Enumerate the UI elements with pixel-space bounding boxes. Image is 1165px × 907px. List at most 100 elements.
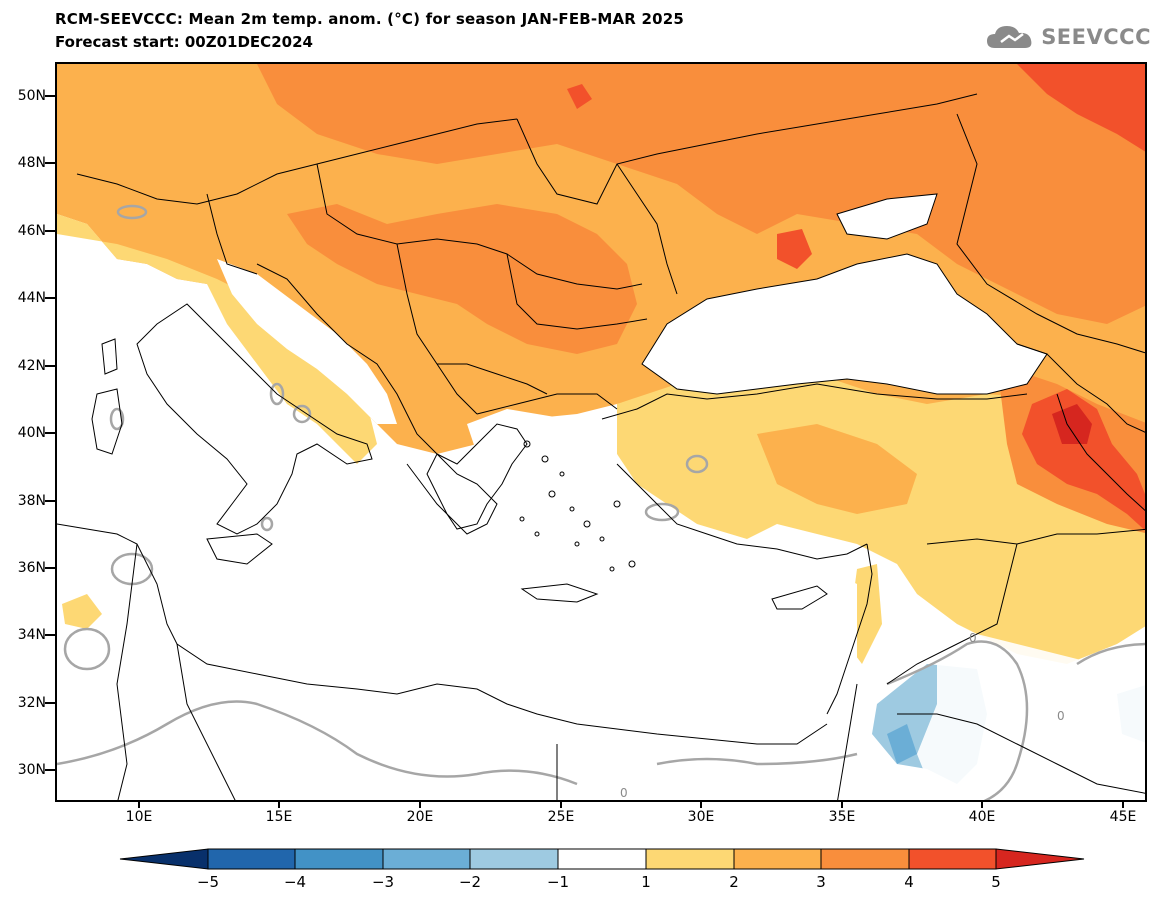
turkey-coastline	[601, 383, 1028, 560]
logo-text: SEEVCCC	[1041, 25, 1151, 49]
lat-label: 32N	[17, 695, 46, 711]
colorbar-segment	[995, 848, 1085, 870]
island	[541, 455, 549, 463]
greece-coastline	[426, 423, 528, 530]
lat-label: 38N	[17, 493, 46, 509]
island	[628, 560, 636, 568]
colorbar-label: −2	[458, 873, 482, 891]
contour-label: 0	[620, 786, 628, 800]
anomaly-band-4-5-ne	[1017, 64, 1145, 152]
zero-contour-loop	[116, 204, 148, 220]
lon-tick	[841, 800, 843, 808]
lon-tick	[1122, 800, 1124, 808]
lon-label: 25E	[547, 809, 575, 825]
lon-label: 35E	[828, 809, 856, 825]
island	[583, 520, 591, 528]
national-border	[506, 253, 648, 330]
lon-tick	[138, 800, 140, 808]
island	[519, 516, 525, 522]
colorbar	[0, 846, 1165, 880]
national-border	[516, 93, 978, 205]
national-border	[886, 543, 1018, 685]
island	[613, 500, 621, 508]
zero-contour-loop	[260, 516, 274, 532]
lat-label: 50N	[17, 88, 46, 104]
lat-tick	[45, 567, 55, 569]
colorbar-segment	[820, 848, 910, 870]
lat-label: 48N	[17, 155, 46, 171]
island	[534, 531, 540, 537]
north-africa-coastline	[57, 523, 828, 745]
zero-contour-loop	[63, 627, 111, 671]
national-border	[1016, 343, 1145, 433]
colorbar-label: −5	[196, 873, 220, 891]
zero-contour-line	[1076, 642, 1145, 666]
colorbar-svg	[119, 848, 1085, 870]
sahara-south	[57, 664, 775, 800]
anomaly-band-3-4-balkans	[287, 204, 637, 354]
colorbar-segment	[382, 848, 471, 870]
zero-contour-line	[656, 752, 858, 766]
national-border	[926, 528, 1145, 545]
colorbar-segment	[469, 848, 559, 870]
national-border	[316, 163, 643, 290]
lon-tick	[419, 800, 421, 808]
colorbar-label: −3	[371, 873, 395, 891]
lat-label: 42N	[17, 358, 46, 374]
lat-label: 44N	[17, 290, 46, 306]
lon-tick	[981, 800, 983, 808]
italy-coastline	[136, 303, 373, 535]
anomaly-band-4-5-poland	[567, 84, 592, 109]
island	[559, 471, 565, 477]
national-border	[956, 113, 1145, 354]
anomaly-band-1-2-algeria	[62, 594, 102, 629]
anomaly-band-2-3-anatolia	[757, 424, 917, 514]
lat-label: 40N	[17, 425, 46, 441]
island	[548, 490, 556, 498]
colorbar-label: 4	[904, 873, 914, 891]
colorbar-label: 2	[729, 873, 739, 891]
lat-tick	[45, 365, 55, 367]
island	[569, 506, 575, 512]
national-border	[116, 543, 138, 800]
zero-contour-loop	[685, 454, 709, 474]
anomaly-band-gt5-caucasus	[1052, 404, 1092, 444]
lon-tick	[560, 800, 562, 808]
lat-tick	[45, 634, 55, 636]
national-border	[396, 243, 478, 415]
lat-tick	[45, 500, 55, 502]
levant-coastline	[826, 543, 873, 715]
forecast-start: Forecast start: 00Z01DEC2024	[55, 33, 313, 51]
black-sea	[642, 254, 1047, 394]
tyrrhenian-sea	[107, 359, 297, 514]
colorbar-label: 1	[641, 873, 651, 891]
lat-tick	[45, 702, 55, 704]
lon-label: 10E	[125, 809, 153, 825]
island	[523, 440, 531, 448]
contour-label-layer: 0 0 0	[620, 631, 1065, 800]
adriatic-sea	[217, 259, 397, 424]
colorbar-label: 3	[816, 873, 826, 891]
zero-contour-line	[886, 640, 1029, 800]
mediterranean-sea	[57, 474, 857, 764]
island	[609, 566, 615, 572]
zero-contour-loop	[269, 382, 285, 406]
lat-label: 30N	[17, 762, 46, 778]
colorbar-segment	[557, 848, 647, 870]
lon-label: 30E	[687, 809, 715, 825]
colorbar-label: 5	[991, 873, 1001, 891]
national-border	[437, 363, 548, 395]
colorbar-segment	[294, 848, 384, 870]
national-border	[206, 193, 258, 275]
colorbar-segment	[645, 848, 735, 870]
seevccc-logo: SEEVCCC	[985, 22, 1151, 52]
lon-label: 20E	[406, 809, 434, 825]
balkan-coastline	[256, 263, 498, 535]
anomaly-band-1-2-north	[57, 214, 377, 464]
anomaly-band-m3-m2-jordan	[887, 724, 917, 764]
anomaly-map: 0 0 0	[57, 64, 1145, 800]
lon-label: 45E	[1109, 809, 1137, 825]
zero-contour-line	[57, 700, 578, 786]
sea-of-azov	[837, 194, 937, 239]
boundary-layer	[57, 93, 1145, 800]
